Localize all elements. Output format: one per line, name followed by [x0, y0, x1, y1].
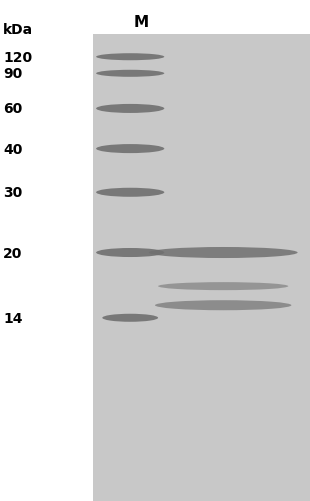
Text: M: M	[134, 15, 148, 30]
Text: 20: 20	[3, 246, 23, 260]
Text: 120: 120	[3, 51, 32, 65]
Ellipse shape	[96, 71, 164, 78]
Ellipse shape	[96, 188, 164, 197]
Text: 90: 90	[3, 67, 22, 81]
Ellipse shape	[155, 301, 291, 311]
Ellipse shape	[96, 105, 164, 114]
Ellipse shape	[158, 283, 288, 291]
Ellipse shape	[96, 248, 164, 258]
FancyBboxPatch shape	[93, 35, 310, 501]
Text: 40: 40	[3, 142, 23, 156]
Text: kDa: kDa	[3, 23, 33, 37]
Text: 60: 60	[3, 102, 22, 116]
Text: 30: 30	[3, 186, 22, 200]
Ellipse shape	[96, 145, 164, 154]
Ellipse shape	[102, 314, 158, 322]
Ellipse shape	[96, 54, 164, 61]
Ellipse shape	[149, 247, 298, 259]
Text: 14: 14	[3, 311, 23, 325]
